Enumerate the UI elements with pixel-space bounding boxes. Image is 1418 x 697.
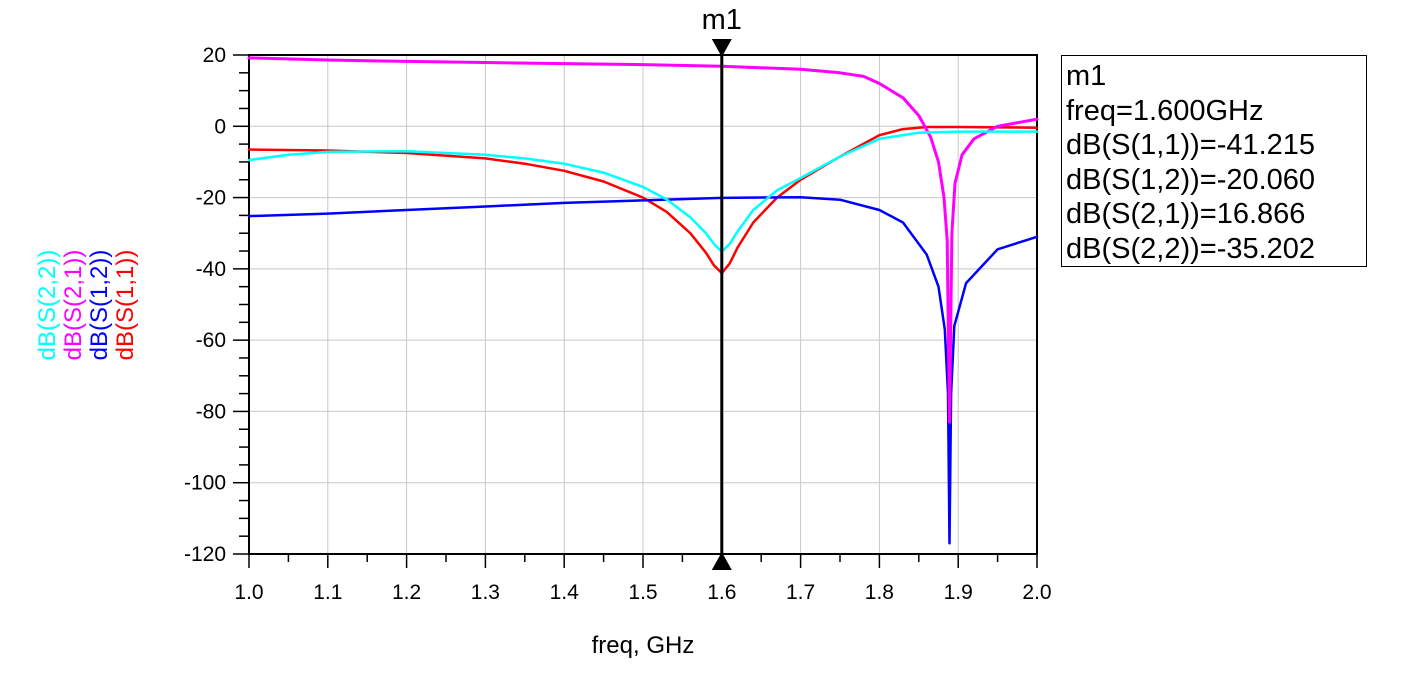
series-line: [247, 56, 1039, 424]
marker-readout-line: dB(S(2,2))=-35.202: [1066, 232, 1316, 265]
y-tick-label: -120: [184, 543, 226, 566]
minor-ticks: [233, 54, 1038, 568]
marker-readout[interactable]: m1 freq=1.600GHz dB(S(1,1))=-41.215 dB(S…: [1061, 55, 1367, 267]
plot-frame: [248, 54, 1038, 555]
x-tick-label: 1.3: [471, 581, 500, 604]
y-tick-label: -20: [196, 187, 226, 210]
y-tick-labels: 20 0 -20 -40 -60 -80 -100 -120: [184, 44, 226, 566]
marker-top-triangle: [711, 39, 732, 57]
x-tick-label: 1.1: [313, 581, 342, 604]
x-tick-label: 1.8: [865, 581, 894, 604]
series-line: [247, 195, 1039, 545]
x-tick-label: 1.0: [234, 581, 263, 604]
x-axis-label: freq, GHz: [592, 632, 695, 659]
y-tick-label: -100: [184, 472, 226, 495]
y-tick-label: 20: [203, 44, 226, 67]
y-axis-label: dB(S(2,1)): [60, 250, 87, 361]
x-tick-label: 1.2: [392, 581, 421, 604]
y-tick-label: -60: [196, 329, 226, 352]
x-tick-label: 1.9: [944, 581, 973, 604]
x-tick-labels: 1.0 1.1 1.2 1.3 1.4 1.5 1.6 1.7 1.8 1.9 2.0: [234, 581, 1051, 604]
y-tick-label: 0: [214, 115, 226, 138]
grid: [249, 55, 1037, 554]
x-tick-label: 1.6: [707, 581, 736, 604]
series-lines: [247, 56, 1039, 545]
marker-readout-line: dB(S(2,1))=16.866: [1066, 198, 1306, 230]
y-tick-label: -40: [196, 258, 226, 281]
marker-m1[interactable]: m1: [702, 4, 742, 570]
marker-label: m1: [702, 4, 742, 36]
y-tick-label: -80: [196, 400, 226, 423]
series-line: [247, 130, 1039, 253]
marker-readout-line: freq=1.600GHz: [1066, 94, 1264, 127]
marker-bottom-triangle: [711, 552, 732, 570]
x-tick-label: 1.5: [628, 581, 657, 604]
y-axis-label: dB(S(1,1)): [112, 250, 139, 361]
y-axis-label: dB(S(2,2)): [34, 250, 61, 361]
x-tick-label: 1.7: [786, 581, 815, 604]
y-axis-label: dB(S(1,2)): [86, 250, 113, 361]
marker-readout-line: dB(S(1,1))=-41.215: [1066, 129, 1316, 161]
marker-readout-line: dB(S(1,2))=-20.060: [1066, 163, 1316, 196]
y-axis-labels: dB(S(2,2)) dB(S(2,1)) dB(S(1,2)) dB(S(1,1)): [34, 250, 139, 361]
x-tick-label: 2.0: [1022, 581, 1051, 604]
marker-readout-line: m1: [1066, 60, 1107, 92]
x-tick-label: 1.4: [550, 581, 580, 604]
